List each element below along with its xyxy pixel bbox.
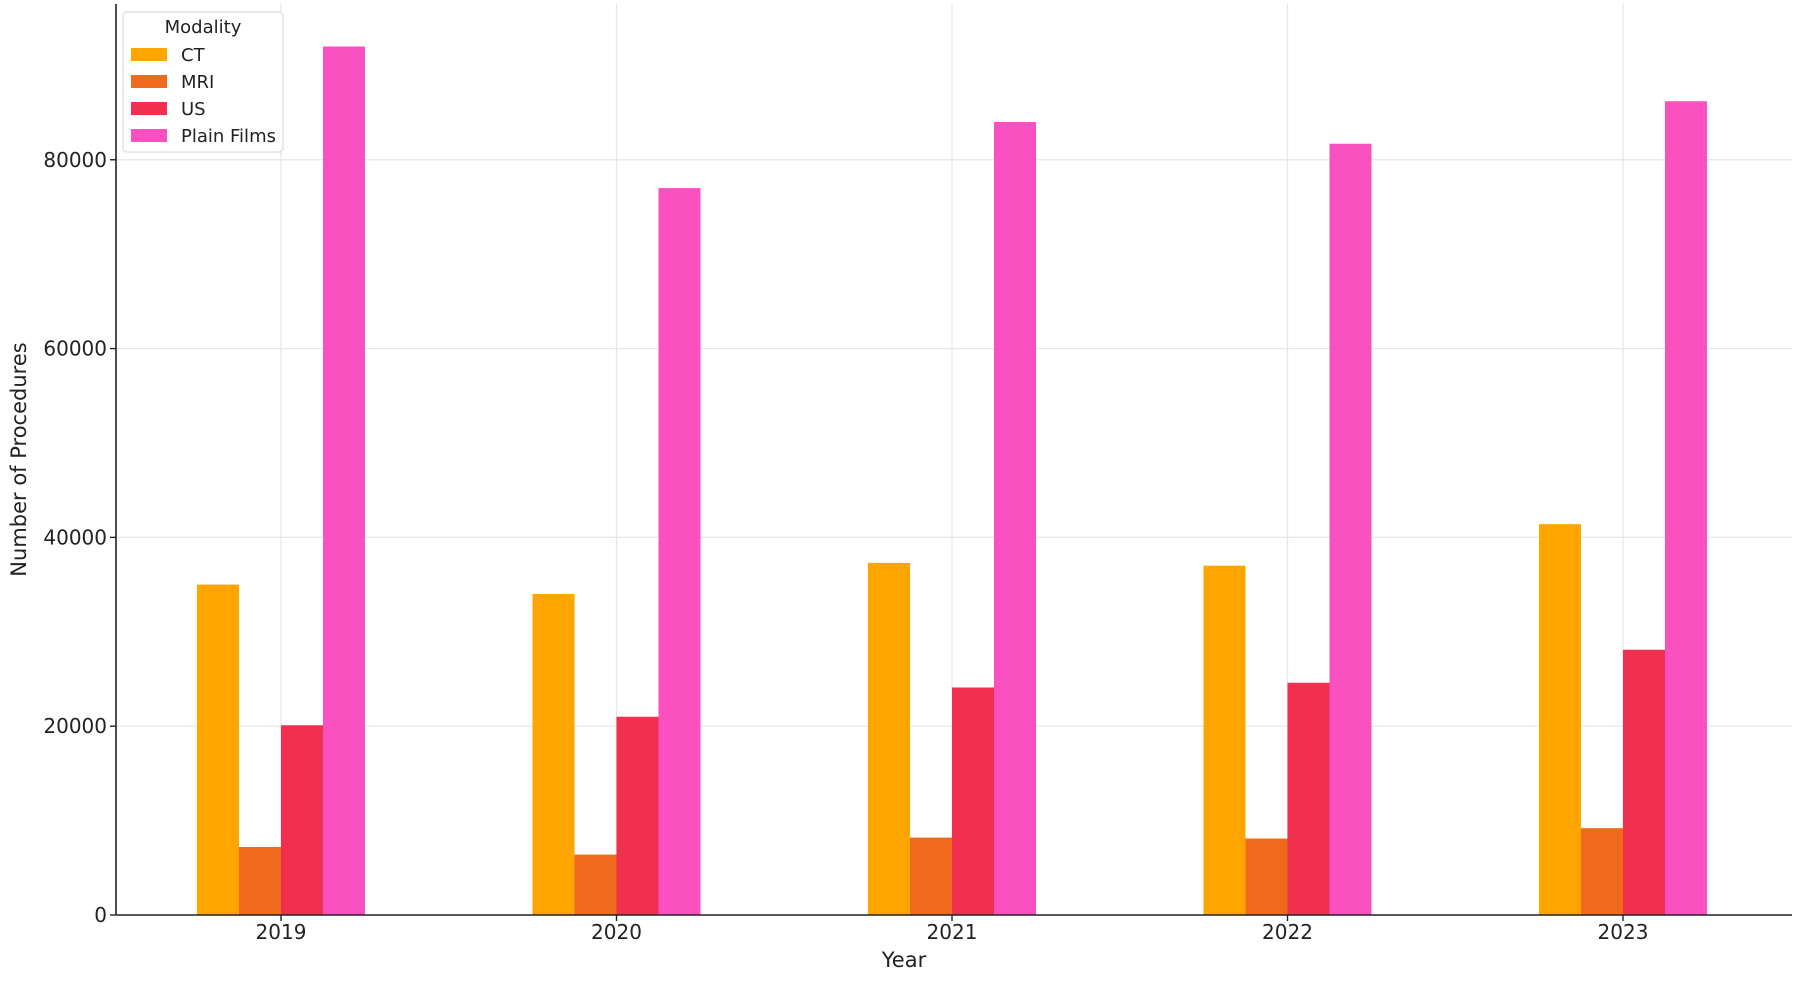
x-tick-label: 2021 xyxy=(927,920,978,944)
bar-ct-2020 xyxy=(532,594,575,915)
bar-us-2022 xyxy=(1287,682,1330,915)
y-tick-label: 40000 xyxy=(43,525,107,549)
bar-us-2019 xyxy=(281,725,323,915)
axes xyxy=(115,4,1792,916)
bar-ct-2022 xyxy=(1203,565,1246,915)
y-axis-label: Number of Procedures xyxy=(7,342,31,576)
bar-us-2021 xyxy=(952,687,994,915)
bar-mri-2019 xyxy=(239,847,281,915)
bar-plain-films-2020 xyxy=(658,188,701,916)
legend-items: CT MRI US Plain Films xyxy=(131,45,276,147)
legend-label: MRI xyxy=(181,72,214,93)
legend: Modality CT MRI US Plain Films xyxy=(122,11,284,153)
legend-box xyxy=(122,11,284,153)
legend-label: CT xyxy=(181,45,206,66)
legend-label: US xyxy=(181,99,206,120)
bar-plain-films-2021 xyxy=(994,122,1036,915)
bar-mri-2020 xyxy=(574,854,617,915)
y-tick-label: 0 xyxy=(94,903,107,927)
y-tick-label: 20000 xyxy=(43,714,107,738)
bar-plain-films-2023 xyxy=(1665,101,1707,915)
legend-swatch xyxy=(131,48,167,61)
y-tick-label: 80000 xyxy=(43,148,107,172)
y-tick-label: 60000 xyxy=(43,337,107,361)
bar-us-2020 xyxy=(616,716,659,915)
x-axis-label: Year xyxy=(881,948,927,972)
gridlines xyxy=(116,4,1792,915)
bars xyxy=(197,46,1707,916)
bar-ct-2019 xyxy=(197,584,239,915)
x-tick-label: 2019 xyxy=(256,920,307,944)
bar-plain-films-2022 xyxy=(1329,143,1372,915)
bar-us-2023 xyxy=(1623,649,1665,915)
bar-ct-2023 xyxy=(1539,524,1581,915)
x-tick-label: 2023 xyxy=(1598,920,1649,944)
legend-swatch xyxy=(131,129,167,142)
legend-swatch xyxy=(131,102,167,115)
y-ticks: 0 20000 40000 60000 80000 xyxy=(43,148,116,927)
x-tick-label: 2022 xyxy=(1262,920,1313,944)
legend-label: Plain Films xyxy=(181,126,276,147)
x-ticks: 2019 2020 2021 2022 2023 xyxy=(256,915,1649,944)
legend-swatch xyxy=(131,75,167,88)
legend-title: Modality xyxy=(165,17,242,38)
bar-mri-2022 xyxy=(1245,838,1288,915)
bar-ct-2021 xyxy=(868,562,910,915)
bar-plain-films-2019 xyxy=(323,46,365,915)
x-tick-label: 2020 xyxy=(591,920,642,944)
bar-mri-2023 xyxy=(1581,828,1623,915)
bar-mri-2021 xyxy=(910,837,952,915)
